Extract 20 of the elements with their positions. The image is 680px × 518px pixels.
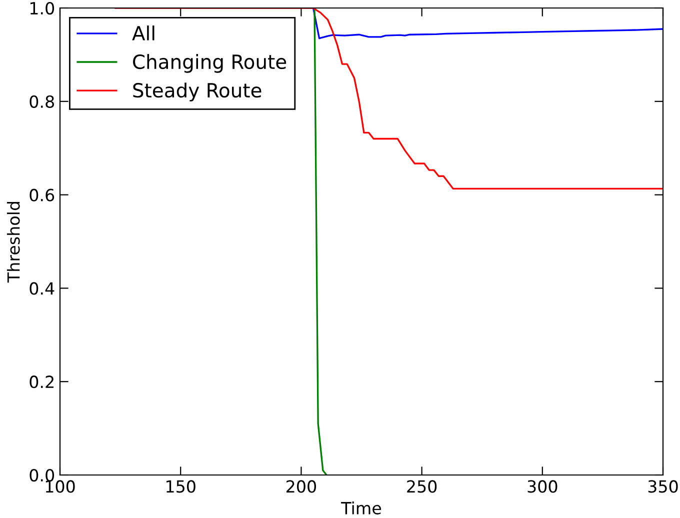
x-tick-label: 200 (286, 480, 316, 493)
legend-label: Steady Route (133, 82, 262, 102)
x-tick-label: 300 (528, 480, 558, 493)
y-axis-title: Threshold (6, 202, 20, 283)
line-series (314, 8, 328, 475)
x-tick-label: 150 (166, 480, 196, 493)
line-series (312, 8, 663, 40)
y-tick-label: 1.0 (30, 2, 54, 15)
y-tick-label: 0.0 (30, 468, 54, 482)
line-series (114, 8, 663, 190)
y-tick-label: 0.8 (30, 95, 54, 108)
x-tick-label: 100 (46, 480, 75, 493)
x-axis-title: Time (341, 502, 382, 514)
y-tick-label: 0.2 (30, 376, 54, 388)
x-tick-label: 350 (648, 480, 678, 493)
legend-label: All (132, 26, 154, 40)
x-tick-label: 250 (407, 480, 437, 493)
y-tick-label: 0.4 (30, 282, 54, 295)
y-tick-label: 0.6 (30, 188, 54, 202)
legend-label: Changing Route (133, 54, 286, 73)
